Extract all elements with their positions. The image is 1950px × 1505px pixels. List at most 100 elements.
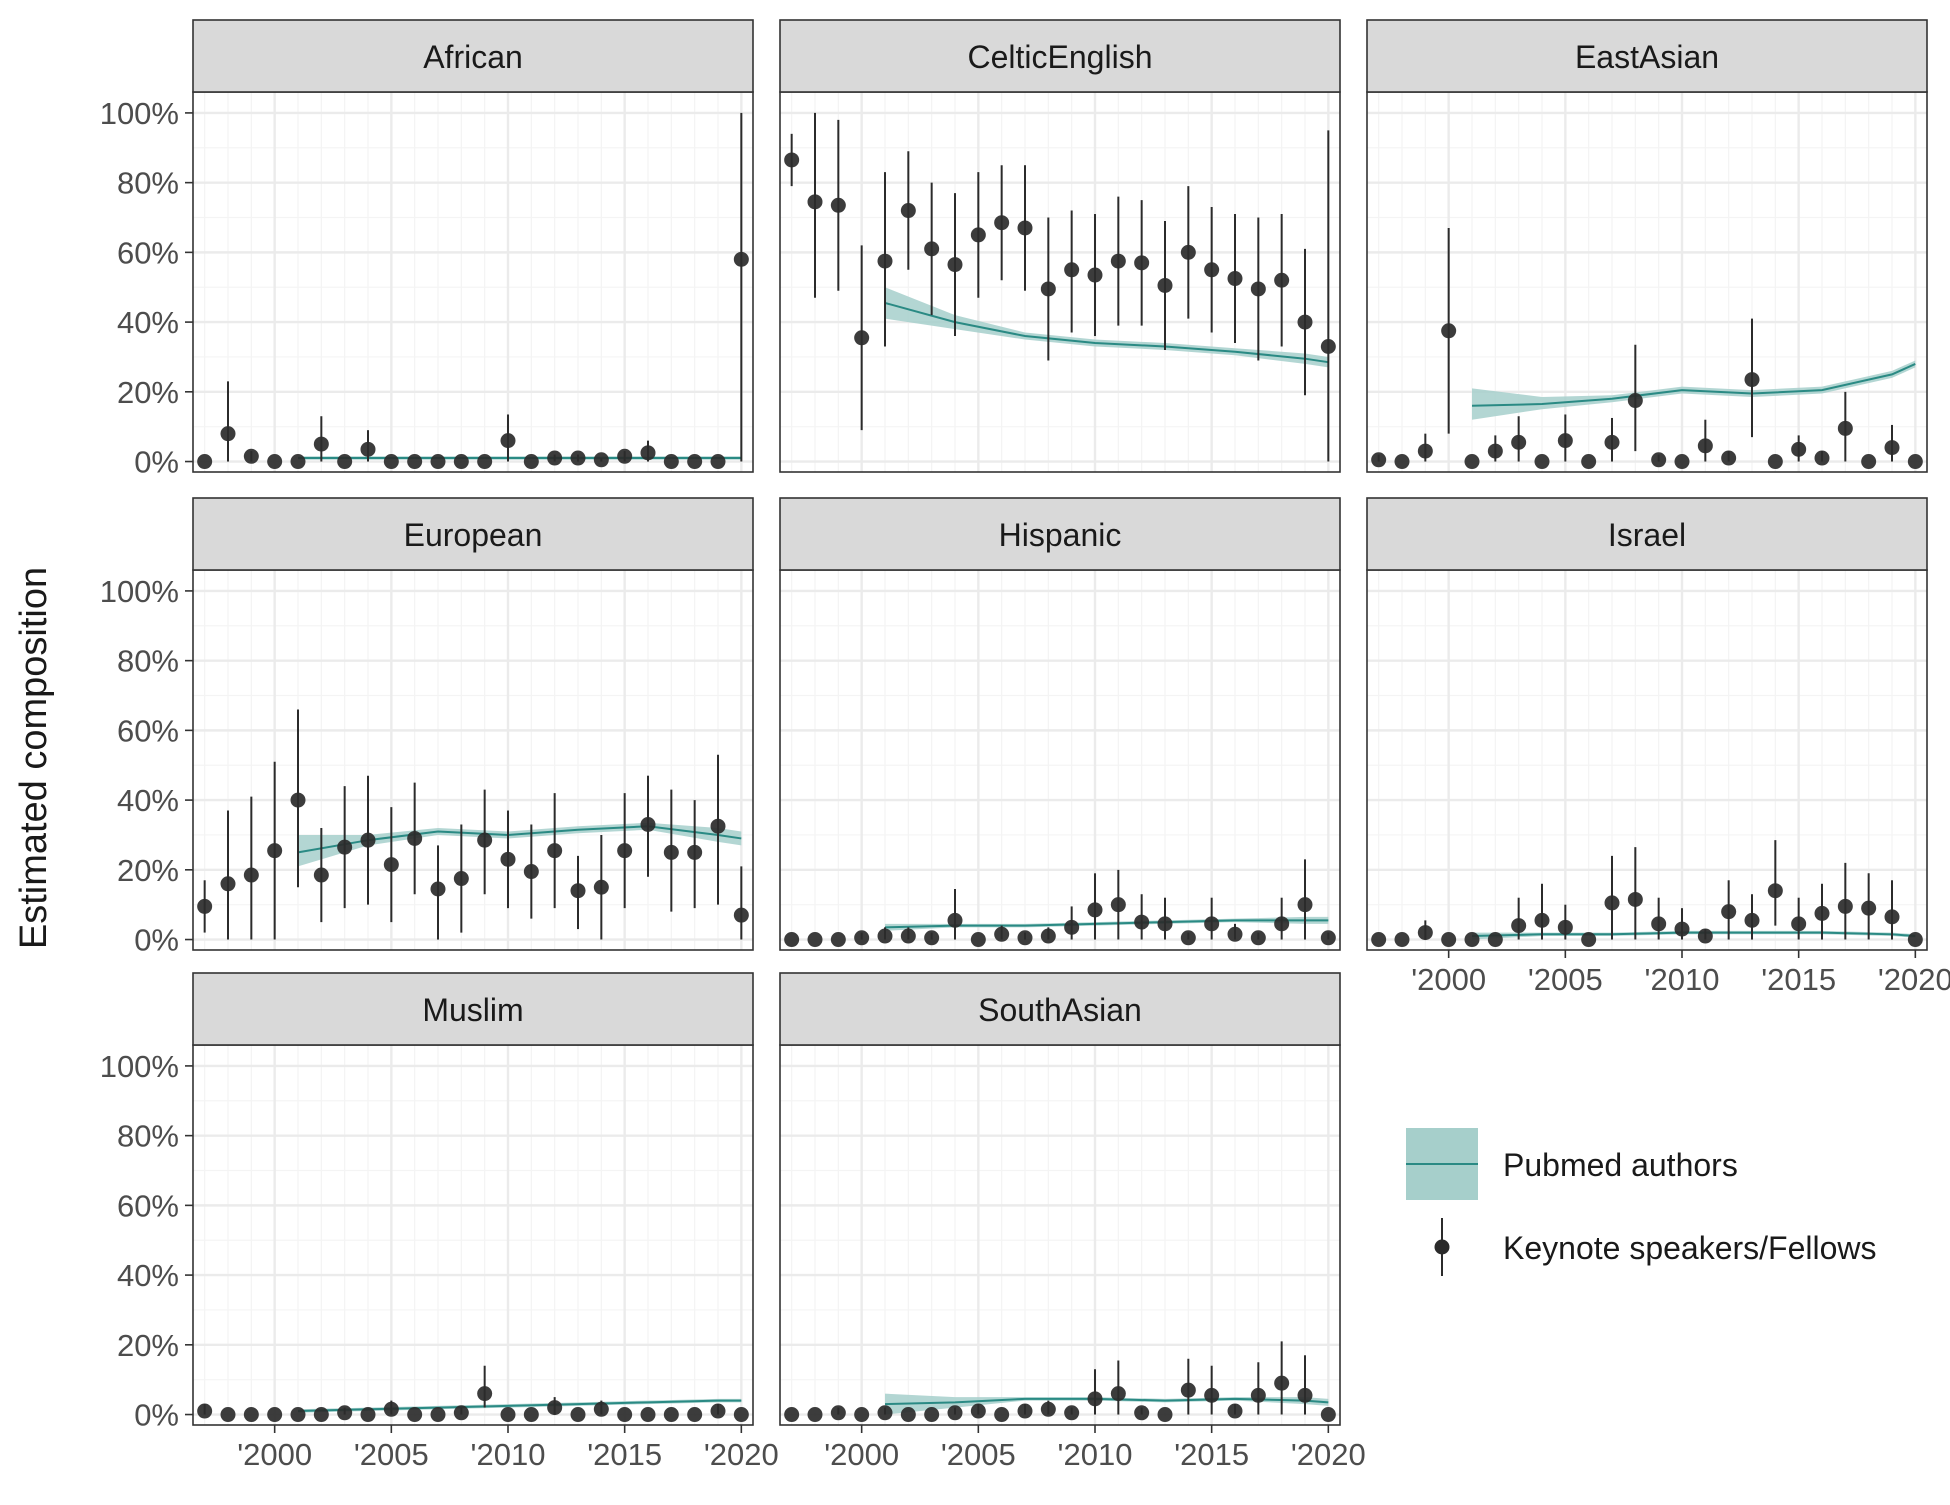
keynote-point <box>500 433 516 449</box>
facet-european: European 0% 20% 40% 60% 80% 100% <box>100 497 754 958</box>
keynote-point <box>1557 433 1573 449</box>
keynote-point <box>1581 454 1597 470</box>
keynote-point <box>807 194 823 210</box>
pubmed-trend-line <box>884 919 1329 929</box>
x-tick-label: '2010 <box>1645 962 1720 997</box>
y-tick-label: 0% <box>134 445 179 480</box>
keynote-point <box>1417 925 1433 941</box>
keynote-point <box>1040 281 1056 297</box>
keynote-point <box>994 1407 1010 1423</box>
keynote-point <box>1204 262 1220 278</box>
panel-background <box>193 92 753 472</box>
facet-strip <box>1366 497 1928 571</box>
keynote-point <box>640 1407 656 1423</box>
facet-eastasian: EastAsian <box>1366 19 1928 473</box>
keynote-point <box>924 930 940 946</box>
keynote-point <box>784 1407 800 1423</box>
keynote-point <box>430 881 446 897</box>
facet-strip-label: CelticEnglish <box>968 39 1153 75</box>
keynote-point <box>523 454 539 470</box>
keynote-point <box>570 1407 586 1423</box>
keynote-point <box>1017 1403 1033 1419</box>
keynote-point <box>970 1403 986 1419</box>
keynote-point <box>220 1407 236 1423</box>
facet-strip <box>1366 19 1928 93</box>
keynote-point <box>947 1405 963 1421</box>
keynote-point <box>640 445 656 461</box>
y-tick-label: 60% <box>117 713 179 748</box>
keynote-point <box>1907 932 1923 948</box>
keynote-point <box>617 448 633 464</box>
legend-label-keynote: Keynote speakers/Fellows <box>1503 1230 1877 1266</box>
keynote-point <box>1884 909 1900 925</box>
keynote-point <box>1250 1387 1266 1403</box>
x-tick-label: '2000 <box>1411 962 1486 997</box>
keynote-point <box>1884 440 1900 456</box>
keynote-point <box>1064 919 1080 935</box>
keynote-point <box>1417 443 1433 459</box>
keynote-point <box>1134 1405 1150 1421</box>
pubmed-ribbon <box>298 822 742 867</box>
keynote-point <box>430 1407 446 1423</box>
keynote-point <box>547 450 563 466</box>
y-tick-label: 80% <box>117 644 179 679</box>
keynote-point <box>663 1407 679 1423</box>
keynote-point <box>1371 932 1387 948</box>
keynote-point <box>807 1407 823 1423</box>
keynote-point <box>1064 1405 1080 1421</box>
keynote-point <box>784 932 800 948</box>
panel-background <box>1367 570 1927 950</box>
keynote-point <box>1110 897 1126 913</box>
y-tick-label: 60% <box>117 1188 179 1223</box>
keynote-point <box>1320 338 1336 354</box>
keynote-point <box>593 452 609 468</box>
facet-southasian: SouthAsian '2000 '2005 '2010 '2015 '2020 <box>779 972 1366 1472</box>
keynote-point <box>1017 930 1033 946</box>
panel-background <box>193 570 753 950</box>
x-tick-label: '2020 <box>1878 962 1950 997</box>
keynote-point <box>854 330 870 346</box>
keynote-point <box>994 926 1010 942</box>
panel-background <box>780 570 1340 950</box>
x-tick-label: '2020 <box>1291 1437 1366 1472</box>
keynote-point <box>1697 438 1713 454</box>
facet-strip <box>779 497 1341 571</box>
legend-label-pubmed: Pubmed authors <box>1503 1147 1738 1183</box>
keynote-point <box>807 932 823 948</box>
keynote-point <box>1651 452 1667 468</box>
keynote-point <box>360 832 376 848</box>
keynote-point <box>1511 918 1527 934</box>
keynote-point <box>407 1407 423 1423</box>
facet-strip-label: Hispanic <box>999 517 1122 553</box>
keynote-point <box>1721 904 1737 920</box>
keynote-point <box>1157 916 1173 932</box>
keynote-point <box>1157 277 1173 293</box>
keynote-point <box>1274 1375 1290 1391</box>
pubmed-trend-line <box>884 1397 1329 1406</box>
keynote-point <box>407 830 423 846</box>
keynote-point <box>877 1405 893 1421</box>
keynote-point <box>313 1407 329 1423</box>
keynote-point <box>1511 434 1527 450</box>
keynote-point <box>1767 883 1783 899</box>
keynote-point <box>290 792 306 808</box>
keynote-point <box>453 454 469 470</box>
keynote-point <box>383 1401 399 1417</box>
keynote-point <box>1604 895 1620 911</box>
keynote-point <box>523 1407 539 1423</box>
panel-background <box>193 1045 753 1425</box>
keynote-point <box>710 818 726 834</box>
x-tick-label: '2005 <box>1528 962 1603 997</box>
keynote-point <box>407 454 423 470</box>
x-tick-label: '2005 <box>941 1437 1016 1472</box>
legend: Pubmed authors Keynote speakers/Fellows <box>1406 1128 1877 1276</box>
keynote-point <box>383 454 399 470</box>
keynote-point <box>687 1407 703 1423</box>
keynote-point <box>924 241 940 257</box>
facet-israel: Israel '2000 '2005 '2010 '2015 '2020 <box>1366 497 1950 997</box>
y-tick-label: 40% <box>117 305 179 340</box>
keynote-point <box>710 1403 726 1419</box>
keynote-point <box>1464 454 1480 470</box>
keynote-point <box>1674 921 1690 937</box>
